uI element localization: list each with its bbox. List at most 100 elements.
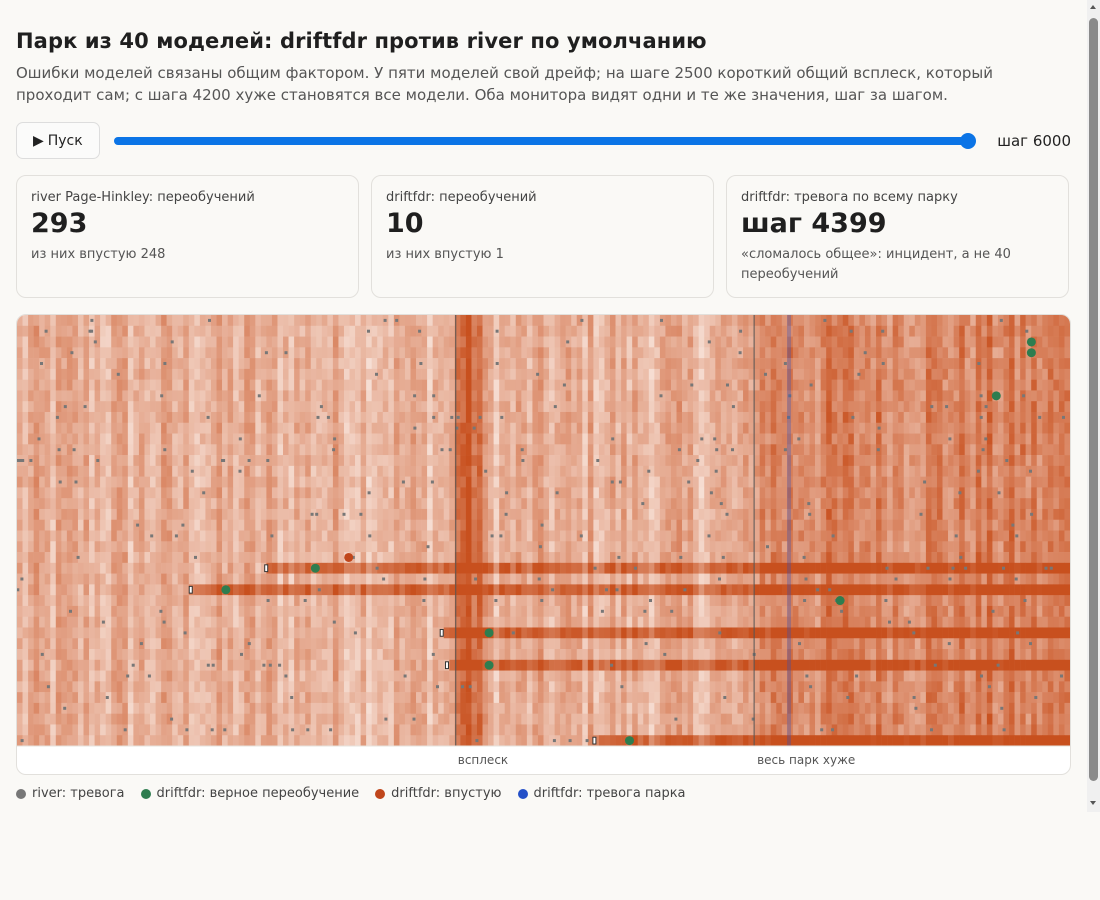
heatmap-cell <box>1036 519 1043 531</box>
heatmap-cell <box>676 390 683 402</box>
heatmap-cell <box>765 401 772 413</box>
heatmap-cell <box>388 519 395 531</box>
heatmap-cell <box>111 401 118 413</box>
heatmap-cell <box>582 379 589 391</box>
heatmap-cell <box>360 368 367 380</box>
play-button[interactable]: ▶ Пуск <box>16 122 100 159</box>
heatmap-cell <box>554 379 561 391</box>
heatmap-cell <box>338 390 345 402</box>
heatmap-cell <box>366 368 372 380</box>
heatmap-cell <box>682 433 688 445</box>
heatmap-cell <box>1025 401 1032 413</box>
heatmap-cell <box>604 476 611 488</box>
heatmap-cell <box>953 498 960 510</box>
heatmap-cell <box>936 519 943 531</box>
heatmap-cell <box>853 325 860 337</box>
heatmap-cell <box>454 379 461 391</box>
heatmap-cells <box>17 315 1070 747</box>
heatmap-cell <box>39 584 46 596</box>
heatmap-cell <box>948 487 954 499</box>
heatmap-cell <box>438 455 445 467</box>
heatmap-cell <box>776 455 783 467</box>
heatmap-cell <box>161 390 167 402</box>
heatmap-cell <box>410 325 417 337</box>
heatmap-cell <box>709 411 716 424</box>
heatmap-cell <box>294 336 300 348</box>
heatmap-cell <box>116 573 123 585</box>
heatmap-cell <box>271 358 278 370</box>
heatmap-cell <box>427 422 433 434</box>
heatmap-cell <box>188 562 195 574</box>
heatmap-cell <box>842 390 849 402</box>
heatmap-cell <box>892 584 899 596</box>
heatmap-cell <box>914 487 921 499</box>
heatmap-cell <box>687 347 694 359</box>
heatmap-cell <box>587 379 594 391</box>
heatmap-cell <box>338 358 345 370</box>
heatmap-cell <box>305 487 312 499</box>
heatmap-cell <box>393 530 400 542</box>
heatmap-cell <box>283 498 289 510</box>
heatmap-cell <box>77 541 84 553</box>
heatmap-cell <box>83 498 90 510</box>
heatmap-cell <box>416 336 422 348</box>
heatmap-cell <box>953 358 960 370</box>
heatmap-cell <box>288 411 295 424</box>
heatmap-cell <box>759 562 766 574</box>
heatmap-cell <box>83 595 90 607</box>
heatmap-cell <box>826 498 832 510</box>
heatmap-cell <box>765 465 772 477</box>
heatmap-cell <box>659 325 666 337</box>
heatmap-cell <box>776 498 783 510</box>
heatmap-cell <box>222 476 228 488</box>
heatmap-cell <box>648 508 655 521</box>
step-slider[interactable] <box>113 131 977 151</box>
heatmap-cell <box>798 358 805 370</box>
heatmap-cell <box>388 562 395 574</box>
heatmap-cell <box>820 401 827 413</box>
heatmap-cell <box>576 573 583 585</box>
heatmap-cell <box>615 498 622 510</box>
heatmap-cell <box>698 487 705 499</box>
heatmap-cell <box>222 433 228 445</box>
heatmap-cell <box>1047 584 1054 596</box>
heatmap-cell <box>970 315 977 327</box>
heatmap-cell <box>438 379 445 391</box>
heatmap-cell <box>925 541 932 553</box>
heatmap-cell <box>338 433 345 445</box>
heatmap-cell <box>111 476 118 488</box>
heatmap-cell <box>942 573 949 585</box>
heatmap-cell <box>737 541 744 553</box>
heatmap-cell <box>737 498 744 510</box>
heatmap-cell <box>471 519 478 531</box>
heatmap-cell <box>953 379 960 391</box>
heatmap-cell <box>44 519 51 531</box>
heatmap-cell <box>166 465 173 477</box>
heatmap-cell <box>94 498 101 510</box>
heatmap-cell <box>1031 368 1038 380</box>
heatmap-cell <box>709 455 716 467</box>
heatmap-cell <box>316 347 323 359</box>
slider-thumb[interactable] <box>960 132 977 149</box>
heatmap-cell <box>83 541 90 553</box>
heatmap-cell <box>842 422 849 434</box>
heatmap-cell <box>953 476 960 488</box>
heatmap-cell <box>1058 336 1065 348</box>
heatmap-cell <box>138 465 145 477</box>
heatmap-cell <box>925 465 932 477</box>
heatmap-cell <box>654 498 661 510</box>
heatmap-cell <box>138 347 145 359</box>
heatmap-cell <box>670 433 677 445</box>
heatmap-cell <box>1031 573 1038 585</box>
heatmap-cell <box>138 487 145 499</box>
heatmap-cell <box>410 519 417 531</box>
heatmap-cell <box>327 336 334 348</box>
heatmap-cell <box>271 573 278 585</box>
heatmap-cell <box>903 508 910 521</box>
heatmap-cell <box>870 422 877 434</box>
heatmap-cell <box>316 552 323 564</box>
heatmap-cell <box>443 358 450 370</box>
heatmap-cell <box>615 379 622 391</box>
heatmap-cell <box>737 476 744 488</box>
heatmap-cell <box>355 347 361 359</box>
